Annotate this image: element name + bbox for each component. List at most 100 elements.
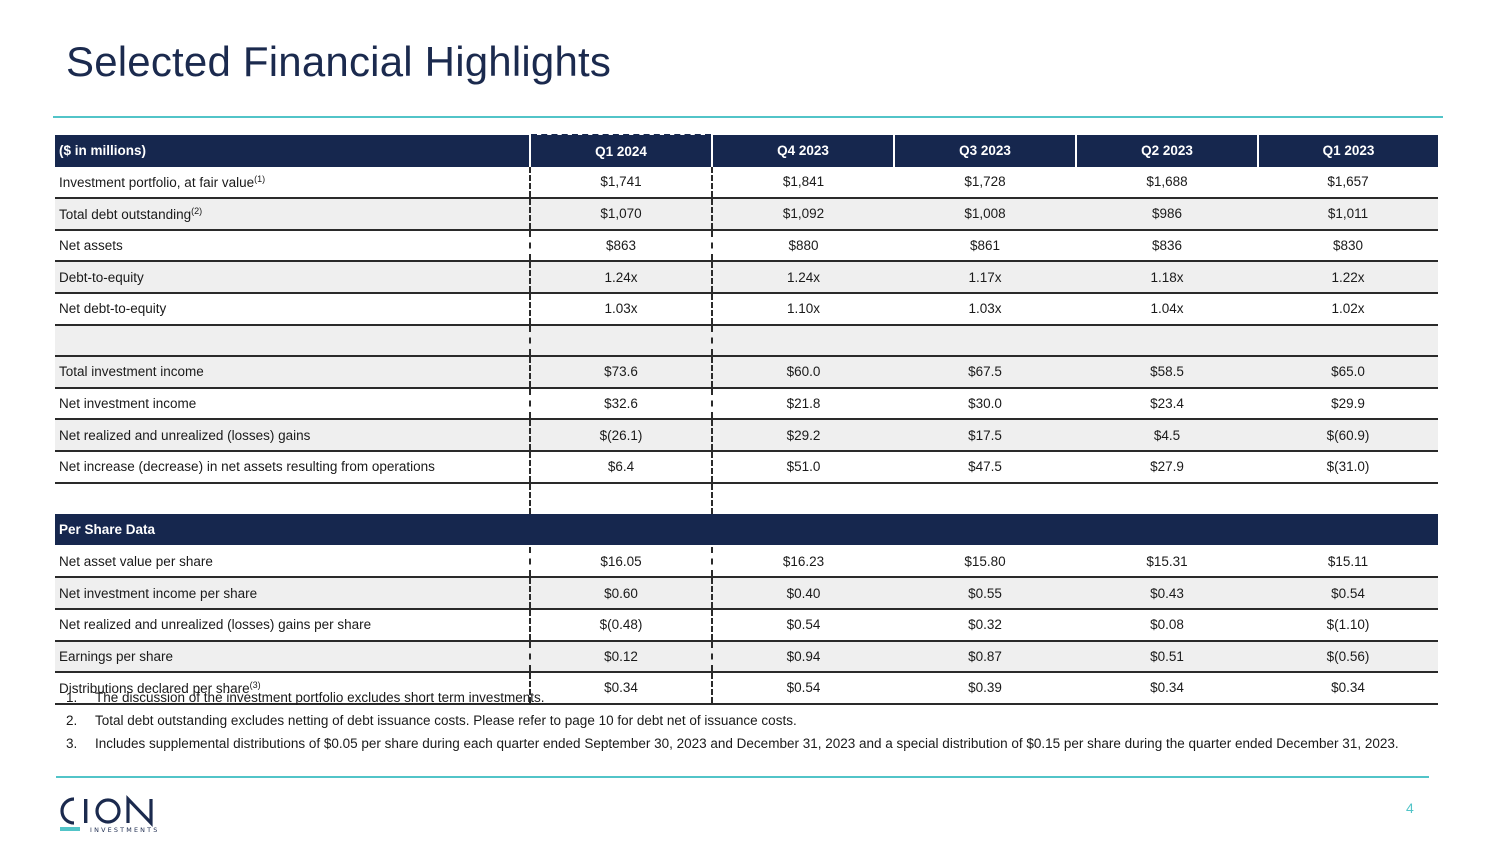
table-header-row: ($ in millions) Q1 2024 Q4 2023 Q3 2023 … (55, 134, 1438, 167)
table-cell: $1,741 (529, 166, 713, 200)
table-cell: $0.51 (1076, 640, 1258, 674)
table-cell: 1.22x (1258, 261, 1438, 294)
footnote-number: 2. (66, 713, 78, 728)
footnote-number: 1. (66, 690, 78, 705)
column-header: Q1 2024 (530, 134, 713, 167)
table-cell: $17.5 (894, 419, 1076, 452)
row-label: Net investment income (55, 387, 530, 421)
row-label-text: Net realized and unrealized (losses) gai… (59, 617, 372, 633)
blank-row (55, 324, 1438, 358)
row-label: Net investment income per share (55, 577, 530, 610)
table-row: Debt-to-equity 1.24x 1.24x 1.17x 1.18x 1.22x (55, 261, 1438, 294)
logo-tagline: INVESTMENTS (90, 826, 160, 834)
table-row: Investment portfolio, at fair value(1) $1… (55, 166, 1438, 200)
table-cell: $16.05 (529, 545, 713, 579)
page-title: Selected Financial Highlights (66, 38, 612, 85)
footnote: 1. The discussion of the investment port… (66, 689, 1416, 707)
footnote-ref: (1) (254, 173, 266, 184)
table-cell: $(1.10) (1258, 608, 1438, 642)
row-label-text: Net asset value per share (59, 554, 213, 570)
table-cell: $0.12 (529, 640, 713, 674)
table-cell: $58.5 (1076, 356, 1258, 389)
table-cell: $0.32 (894, 608, 1076, 642)
table-cell: 1.17x (894, 261, 1076, 294)
table-cell: 1.03x (529, 292, 713, 326)
table-cell: $1,011 (1258, 198, 1438, 231)
table-cell: $986 (1076, 198, 1258, 231)
footnote-text: Total debt outstanding excludes netting … (95, 713, 797, 728)
table-cell: $(31.0) (1258, 450, 1438, 484)
table-cell: $836 (1076, 229, 1258, 263)
column-header: Q2 2023 (1076, 135, 1259, 167)
table-row: Total investment income $73.6 $60.0 $67.5 $5… (55, 356, 1438, 389)
row-label-text: Net debt-to-equity (59, 301, 167, 317)
title-divider (53, 116, 1443, 118)
table-row: Net realized and unrealized (losses) gai… (55, 608, 1438, 642)
table-row: Net increase (decrease) in net assets re… (55, 450, 1438, 484)
table-cell: $30.0 (894, 387, 1076, 421)
row-label-text: Net assets (59, 238, 123, 254)
table-cell: $67.5 (894, 356, 1076, 389)
row-label: Net assets (55, 229, 530, 263)
page-number: 4 (1406, 800, 1414, 816)
table-cell: $0.08 (1076, 608, 1258, 642)
row-label: Net debt-to-equity (55, 292, 530, 326)
row-label-text: Earnings per share (59, 648, 174, 664)
table-cell: 1.03x (894, 292, 1076, 326)
table-cell: $32.6 (529, 387, 713, 421)
table-cell: $861 (894, 229, 1076, 263)
table-cell: $51.0 (712, 450, 894, 484)
row-label-text: Net increase (decrease) in net assets re… (59, 459, 435, 475)
table-cell: $1,657 (1258, 166, 1438, 200)
table-cell: $1,008 (894, 198, 1076, 231)
table-cell: $0.55 (894, 577, 1076, 610)
row-label: Net realized and unrealized (losses) gai… (55, 608, 530, 642)
table-row: Distributions declared per share(3) $0.34… (55, 672, 1438, 705)
row-label: Earnings per share (55, 640, 530, 674)
section-gap (55, 482, 1438, 515)
table-cell: $0.34 (1258, 672, 1438, 705)
table-cell: $0.60 (529, 577, 713, 610)
table-cell: $(60.9) (1258, 419, 1438, 452)
row-label-text: Total debt outstanding (59, 206, 192, 222)
table-cell: $1,728 (894, 166, 1076, 200)
table-cell: $0.87 (894, 640, 1076, 674)
footnote: 2. Total debt outstanding excludes netti… (66, 712, 1416, 730)
table-cell: $6.4 (529, 450, 713, 484)
table-cell: $4.5 (1076, 419, 1258, 452)
per-share-section-header: Per Share Data (55, 514, 1438, 547)
table-row: Net investment income $32.6 $21.8 $30.0 $23.… (55, 387, 1438, 421)
footnotes: 1. The discussion of the investment port… (66, 689, 1416, 758)
financial-highlights-table: ($ in millions) Q1 2024 Q4 2023 Q3 2023 … (55, 134, 1438, 705)
footer-divider (56, 776, 1429, 778)
table-cell: $73.6 (529, 356, 713, 389)
row-label: Debt-to-equity (55, 261, 530, 294)
column-header: Q4 2023 (712, 135, 895, 167)
table-cell: 1.24x (529, 261, 713, 294)
row-label-text: Net investment income (59, 396, 197, 412)
table-cell: $0.34 (1076, 672, 1258, 705)
row-label: Total investment income (55, 356, 530, 389)
table-cell: $0.40 (712, 577, 894, 610)
table-cell: $0.94 (712, 640, 894, 674)
footnote-ref: (2) (191, 205, 203, 216)
table-cell: 1.10x (712, 292, 894, 326)
table-cell: 1.18x (1076, 261, 1258, 294)
table-row: Net realized and unrealized (losses) gai… (55, 419, 1438, 452)
table-cell: $0.54 (712, 608, 894, 642)
table-cell: $15.31 (1076, 545, 1258, 579)
footnote-number: 3. (66, 736, 78, 751)
table-cell: $(0.56) (1258, 640, 1438, 674)
table-cell: 1.24x (712, 261, 894, 294)
table-cell: $16.23 (712, 545, 894, 579)
table-row: Total debt outstanding(2) $1,070 $1,092 $1,… (55, 198, 1438, 231)
table-cell: 1.04x (1076, 292, 1258, 326)
table-cell: $0.39 (894, 672, 1076, 705)
column-header: Q3 2023 (894, 135, 1077, 167)
table-cell: $0.54 (712, 672, 894, 705)
table-row: Earnings per share $0.12 $0.94 $0.87 $0.51 $(… (55, 640, 1438, 674)
section-title: Per Share Data (55, 514, 530, 547)
cion-logo: INVESTMENTS (60, 795, 160, 834)
unit-label: ($ in millions) (55, 135, 531, 167)
table-row: Net asset value per share $16.05 $16.23 $15… (55, 545, 1438, 579)
